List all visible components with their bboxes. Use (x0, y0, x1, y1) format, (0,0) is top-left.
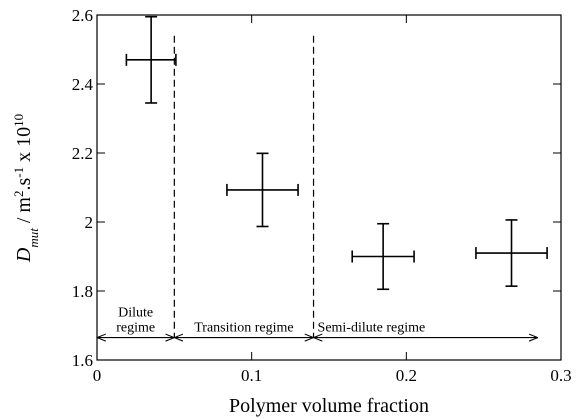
regime-label: Semi-dilute regime (318, 321, 426, 336)
y-label-part: -1 (11, 167, 26, 178)
y-tick-label: 2.2 (72, 144, 93, 163)
data-point (226, 152, 299, 228)
y-axis-label: Dmut / m2.s-1 x 1010 (11, 114, 41, 263)
regime-label: Dilute (118, 306, 153, 321)
y-label-part: 10 (11, 114, 26, 127)
y-tick-label: 2.4 (72, 75, 94, 94)
x-tick-label: 0.2 (396, 366, 417, 385)
y-tick-label: 2.6 (72, 6, 93, 25)
y-label-part: .s (13, 178, 35, 191)
regime-label: Transition regime (194, 321, 293, 336)
x-tick-label: 0 (93, 366, 102, 385)
x-axis-label: Polymer volume fraction (229, 395, 429, 417)
data-point (125, 15, 177, 104)
data-point (475, 219, 548, 287)
y-tick-label: 1.8 (72, 282, 93, 301)
y-label-part: D (13, 247, 35, 263)
y-label-part: mut (26, 228, 41, 248)
regime-label: regime (116, 321, 155, 336)
plot-frame (96, 14, 562, 361)
y-tick-label: 2 (85, 213, 94, 232)
y-label-part: 2 (11, 191, 26, 198)
y-label-part: / m (13, 197, 35, 229)
y-tick-label: 1.6 (72, 351, 93, 370)
x-tick-label: 0.3 (550, 366, 571, 385)
x-tick-label: 0.1 (241, 366, 262, 385)
data-point (351, 222, 415, 291)
y-label-part: x 10 (13, 127, 35, 167)
